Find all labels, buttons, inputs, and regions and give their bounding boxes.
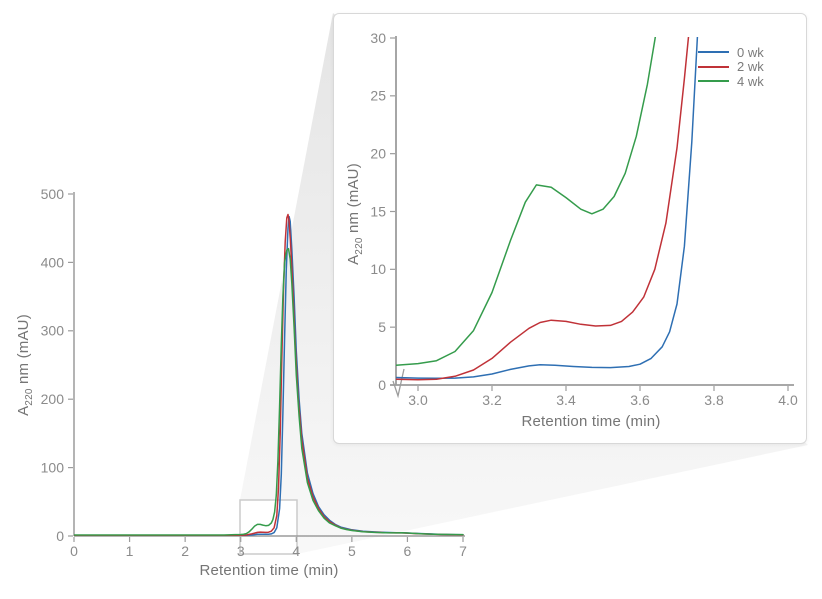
series-line-4-wk <box>74 247 464 536</box>
legend-label: 0 wk <box>737 44 764 60</box>
y-tick-label: 200 <box>41 391 65 407</box>
y-tick-label: 10 <box>370 261 386 277</box>
inset-y-axis-label-prefix: A <box>345 254 362 265</box>
main-series <box>74 213 464 537</box>
zoom-region-box <box>239 499 298 555</box>
x-tick-label: 4.0 <box>778 392 798 408</box>
legend-item: 0 wk <box>698 45 764 60</box>
x-tick-label: 5 <box>348 543 356 559</box>
y-tick-label: 20 <box>370 145 386 161</box>
series-line-2-wk <box>395 36 689 381</box>
y-tick-label: 500 <box>41 186 65 202</box>
x-axis-break-mark <box>391 368 405 398</box>
main-y-axis-label: A220 nm (mAU) <box>15 255 35 475</box>
y-tick-label: 30 <box>370 29 386 45</box>
inset-y-axis-label-suffix: nm (mAU) <box>345 163 362 238</box>
inset-y-axis-label-sub: 220 <box>354 237 365 255</box>
inset-y-axis-label: A220 nm (mAU) <box>345 104 365 324</box>
series-line-0-wk <box>395 36 698 379</box>
x-tick-label: 3.4 <box>556 392 576 408</box>
inset-x-axis-label: Retention time (min) <box>521 413 661 430</box>
main-y-axis-label-sub: 220 <box>24 388 35 406</box>
inset-chart: 3.0 3.2 3.4 3.6 3.8 4.0 0 5 10 15 20 25 30 <box>370 29 798 407</box>
y-tick-label: 25 <box>370 87 386 103</box>
y-tick-label: 5 <box>378 319 386 335</box>
x-tick-label: 3 <box>237 543 245 559</box>
legend-label: 4 wk <box>737 73 764 89</box>
axis-break-glyph <box>391 368 405 398</box>
legend-line-swatch <box>698 80 729 83</box>
inset-series <box>395 36 698 381</box>
x-tick-label: 3.8 <box>704 392 724 408</box>
x-tick-label: 2 <box>181 543 189 559</box>
legend-item: 4 wk <box>698 74 764 89</box>
x-tick-label: 3.0 <box>408 392 428 408</box>
x-tick-label: 3.2 <box>482 392 502 408</box>
legend-line-swatch <box>698 65 729 68</box>
x-tick-label: 3.6 <box>630 392 650 408</box>
y-tick-label: 15 <box>370 203 386 219</box>
y-tick-label: 100 <box>41 460 65 476</box>
x-tick-label: 0 <box>70 543 78 559</box>
x-tick-label: 6 <box>404 543 412 559</box>
y-tick-label: 300 <box>41 323 65 339</box>
series-line-4-wk <box>395 36 656 366</box>
inset-axes: 3.0 3.2 3.4 3.6 3.8 4.0 0 5 10 15 20 25 30 <box>370 29 798 407</box>
legend-line-swatch <box>698 51 729 54</box>
main-y-axis-label-suffix: nm (mAU) <box>15 314 32 389</box>
legend: 0 wk 2 wk 4 wk <box>698 45 764 89</box>
x-tick-label: 4 <box>292 543 300 559</box>
legend-label: 2 wk <box>737 59 764 75</box>
inset-panel: 3.0 3.2 3.4 3.6 3.8 4.0 0 5 10 15 20 25 30 Retention… <box>333 13 807 444</box>
main-y-axis-label-prefix: A <box>15 405 32 416</box>
x-tick-label: 7 <box>459 543 467 559</box>
y-tick-label: 0 <box>378 376 386 392</box>
legend-item: 2 wk <box>698 60 764 75</box>
y-tick-label: 0 <box>56 528 64 544</box>
x-tick-label: 1 <box>126 543 134 559</box>
y-tick-label: 400 <box>41 254 65 270</box>
main-x-axis-label: Retention time (min) <box>199 562 339 579</box>
